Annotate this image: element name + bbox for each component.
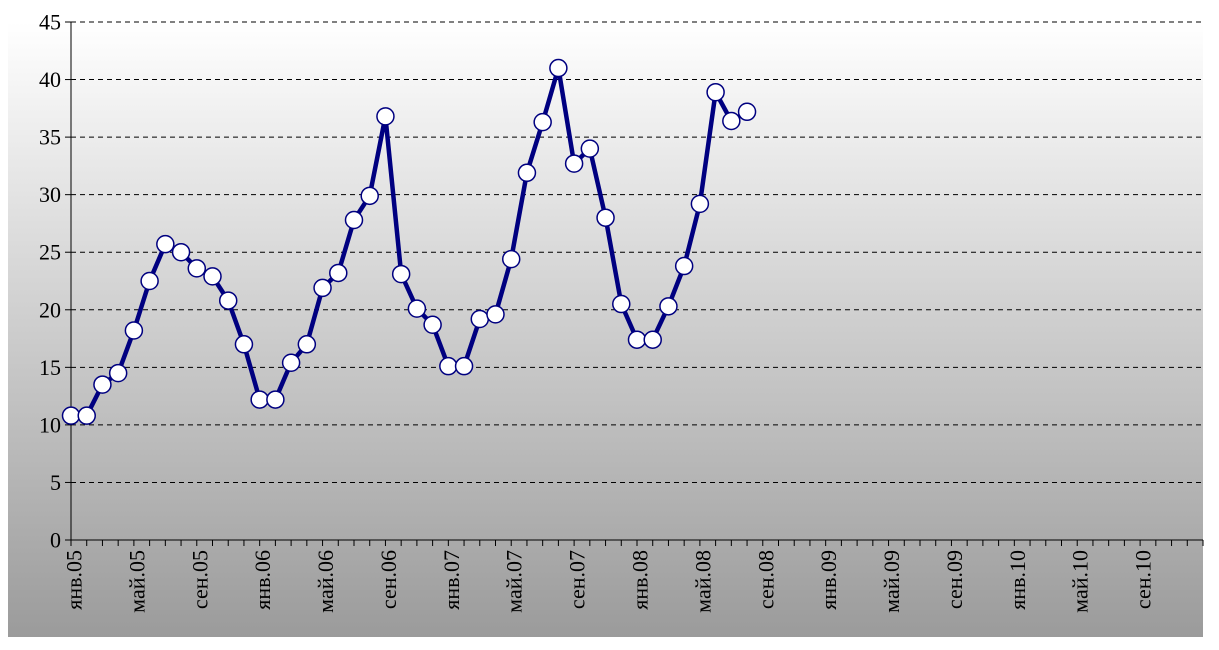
data-point — [266, 390, 285, 409]
x-tick-label: май.10 — [1068, 550, 1093, 613]
data-point — [124, 321, 144, 340]
y-tick-label: 45 — [39, 10, 61, 35]
x-tick-label: май.07 — [502, 550, 527, 613]
x-tick-label: янв.08 — [628, 550, 653, 610]
data-point — [612, 294, 631, 314]
data-point — [627, 330, 647, 349]
data-point — [722, 111, 741, 131]
data-point — [77, 406, 96, 425]
data-point — [517, 163, 537, 183]
y-tick-label: 25 — [39, 240, 61, 265]
y-tick-label: 20 — [39, 297, 61, 322]
x-tick-label: сен.07 — [565, 550, 590, 609]
data-point — [423, 315, 442, 334]
data-point — [407, 299, 427, 318]
data-point — [344, 210, 364, 230]
data-point — [501, 249, 521, 269]
x-tick-label: май.09 — [879, 550, 904, 613]
data-point — [218, 291, 238, 310]
x-tick-label: янв.06 — [250, 550, 275, 610]
data-point — [61, 406, 81, 425]
data-point — [659, 297, 678, 316]
data-point — [470, 309, 490, 329]
x-tick-label: сен.08 — [753, 550, 778, 609]
data-point — [486, 305, 505, 324]
data-point — [281, 353, 301, 372]
data-point — [706, 82, 725, 102]
data-point — [454, 356, 474, 376]
data-point — [171, 242, 191, 262]
data-point — [360, 186, 379, 206]
data-point — [391, 264, 411, 284]
data-point — [596, 208, 615, 227]
x-tick-label: сен.10 — [1131, 550, 1156, 609]
plot-background — [8, 22, 1203, 637]
x-tick-label: май.08 — [690, 550, 715, 613]
data-point — [313, 278, 332, 298]
y-tick-label: 0 — [50, 528, 61, 553]
x-tick-label: май.05 — [124, 550, 149, 613]
x-tick-label: янв.05 — [62, 550, 87, 610]
x-tick-label: янв.10 — [1005, 550, 1030, 610]
data-point — [690, 194, 710, 214]
data-point — [108, 363, 128, 383]
x-tick-label: май.06 — [313, 550, 338, 613]
data-point — [93, 375, 112, 394]
data-point — [376, 107, 395, 126]
y-tick-label: 40 — [39, 67, 61, 92]
data-point — [737, 102, 757, 122]
data-point — [533, 112, 552, 132]
y-tick-label: 30 — [39, 182, 61, 207]
data-point — [439, 356, 458, 376]
data-point — [297, 335, 317, 354]
x-tick-label: сен.09 — [942, 550, 967, 609]
data-point — [140, 271, 159, 291]
data-point — [203, 267, 222, 286]
data-point — [549, 58, 568, 78]
y-tick-label: 10 — [39, 412, 61, 437]
x-tick-label: сен.05 — [187, 550, 212, 609]
y-tick-label: 5 — [50, 470, 61, 495]
y-tick-label: 35 — [39, 125, 61, 150]
y-tick-label: 15 — [39, 355, 61, 380]
data-point — [234, 335, 254, 354]
data-point — [564, 154, 584, 173]
data-point — [187, 259, 207, 278]
data-point — [156, 234, 175, 254]
data-point — [643, 330, 662, 349]
data-point — [250, 390, 269, 409]
data-point — [674, 256, 694, 276]
data-point — [329, 263, 348, 283]
x-tick-label: янв.09 — [816, 550, 841, 610]
x-tick-label: янв.07 — [439, 550, 464, 610]
data-point — [580, 139, 600, 158]
x-tick-label: сен.06 — [376, 550, 401, 609]
